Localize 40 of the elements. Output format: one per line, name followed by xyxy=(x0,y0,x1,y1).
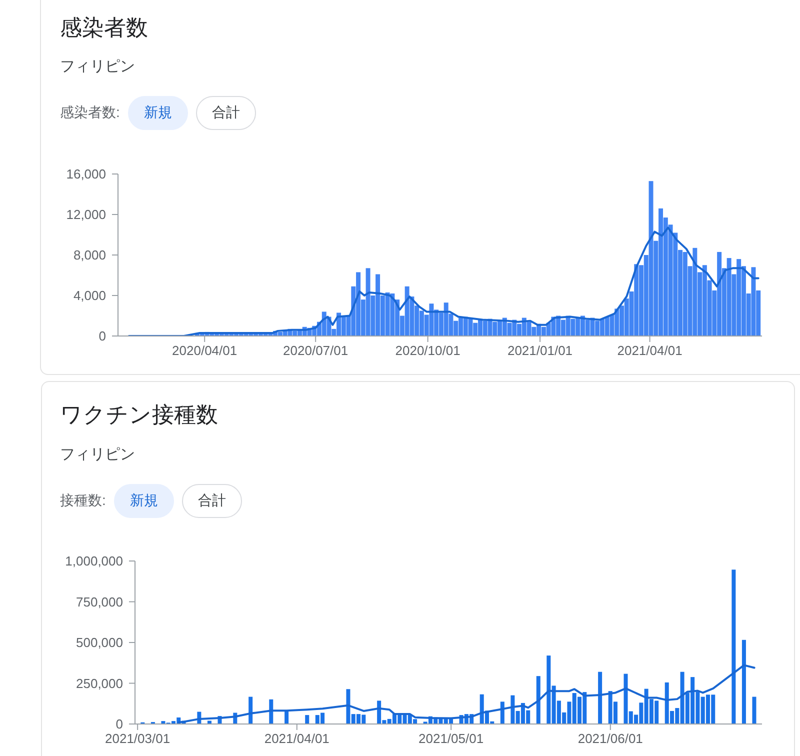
line-series xyxy=(178,664,756,724)
toggle-chip: 合計 xyxy=(196,96,256,130)
bar xyxy=(248,696,253,724)
x-tick-label: 2020/07/01 xyxy=(283,343,348,358)
chart-title: ワクチン接種数 xyxy=(60,401,218,429)
x-tick-label: 2021/01/01 xyxy=(507,343,573,358)
toggle-chip: 新規 xyxy=(128,96,188,130)
toggle-chip: 合計 xyxy=(182,484,242,518)
bar xyxy=(207,720,212,724)
y-tick-label: 4,000 xyxy=(73,288,106,304)
y-tick-label: 8,000 xyxy=(73,248,106,263)
bar xyxy=(742,640,746,724)
x-tick-label: 2021/03/01 xyxy=(105,731,170,746)
y-tick-label: 0 xyxy=(98,328,106,344)
chart-subtitle: フィリピン xyxy=(60,445,135,465)
bar xyxy=(732,570,736,724)
bar xyxy=(305,715,310,724)
y-tick-label: 500,000 xyxy=(76,635,123,650)
x-tick-label: 2021/05/01 xyxy=(418,731,484,746)
y-tick-label: 250,000 xyxy=(76,676,123,691)
y-tick-label: 1,000,000 xyxy=(65,554,123,569)
toggle-chip: 新規 xyxy=(114,484,174,518)
y-tick-label: 16,000 xyxy=(66,166,106,182)
bar xyxy=(284,710,289,724)
chart-title: 感染者数 xyxy=(60,14,148,42)
bar xyxy=(536,676,540,724)
text: 接種数: xyxy=(60,492,106,510)
x-tick-label: 2020/04/01 xyxy=(172,343,238,358)
bar xyxy=(598,672,602,724)
bar xyxy=(752,696,756,724)
x-tick-label: 2020/10/01 xyxy=(395,343,460,358)
y-tick-label: 0 xyxy=(116,716,123,732)
x-tick-label: 2021/06/01 xyxy=(578,731,643,746)
line-series xyxy=(128,226,760,336)
y-tick-label: 750,000 xyxy=(76,594,123,610)
x-tick-label: 2021/04/01 xyxy=(264,731,330,746)
y-tick-label: 12,000 xyxy=(66,207,106,222)
text: 感染者数: xyxy=(60,104,120,122)
x-tick-label: 2021/04/01 xyxy=(617,343,682,358)
chart-subtitle: フィリピン xyxy=(60,57,135,77)
